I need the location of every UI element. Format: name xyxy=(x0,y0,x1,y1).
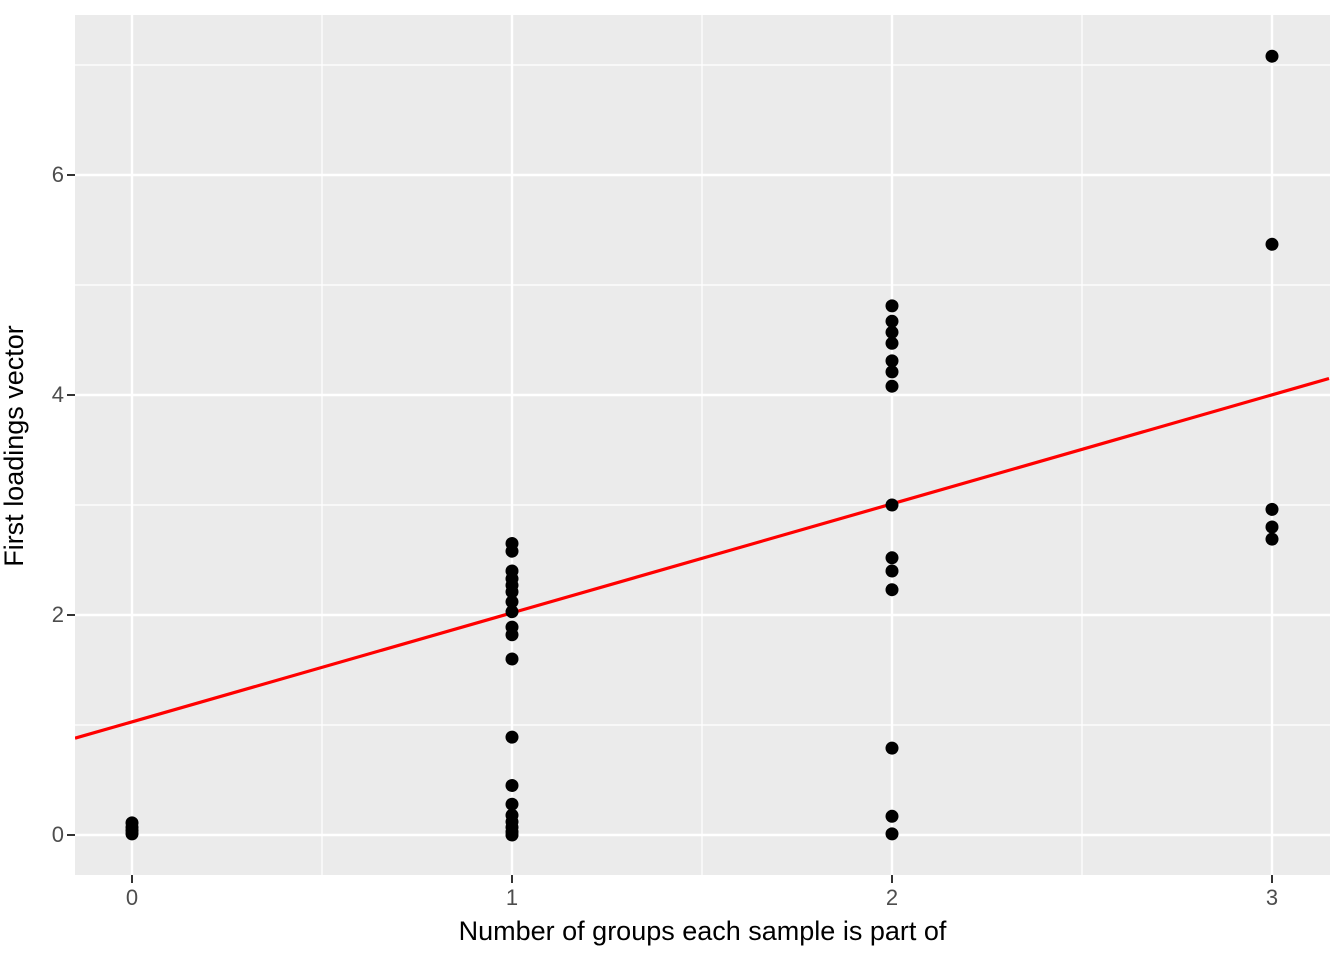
x-tick-label: 2 xyxy=(885,885,899,910)
data-point xyxy=(1265,502,1279,516)
data-point xyxy=(885,379,899,393)
y-tick-mark xyxy=(67,834,75,836)
data-point xyxy=(885,551,899,565)
data-point xyxy=(505,595,519,609)
trend-line xyxy=(75,376,1330,740)
data-point xyxy=(885,827,899,841)
data-point xyxy=(885,741,899,755)
data-point xyxy=(885,336,899,350)
data-point xyxy=(1265,520,1279,534)
data-point xyxy=(885,365,899,379)
data-point xyxy=(885,564,899,578)
y-tick-label: 2 xyxy=(51,602,64,627)
x-axis-title: Number of groups each sample is part of xyxy=(458,916,947,946)
plot-canvas xyxy=(75,15,1330,875)
data-point xyxy=(885,498,899,512)
y-tick-label: 0 xyxy=(51,822,64,847)
data-point xyxy=(505,797,519,811)
data-point xyxy=(885,325,899,339)
data-point xyxy=(505,628,519,642)
y-tick-label: 6 xyxy=(51,162,64,187)
y-axis-title: First loadings vector xyxy=(0,325,29,567)
x-tick-label: 0 xyxy=(125,885,139,910)
x-tick-label: 3 xyxy=(1265,885,1279,910)
y-tick-mark xyxy=(67,614,75,616)
data-point xyxy=(885,299,899,313)
data-point xyxy=(505,779,519,792)
data-point xyxy=(505,605,519,619)
x-tick-mark xyxy=(891,875,893,883)
data-point xyxy=(885,809,899,823)
y-tick-label: 4 xyxy=(51,382,64,407)
x-tick-mark xyxy=(511,875,513,883)
data-point xyxy=(505,828,519,842)
data-point xyxy=(505,730,519,744)
data-point xyxy=(885,354,899,368)
y-tick-mark xyxy=(67,174,75,176)
data-point xyxy=(885,314,899,328)
data-point xyxy=(1265,237,1279,251)
data-point xyxy=(505,652,519,666)
data-point xyxy=(505,544,519,558)
x-tick-label: 1 xyxy=(505,885,519,910)
x-tick-mark xyxy=(1271,875,1273,883)
x-tick-mark xyxy=(131,875,133,883)
data-point xyxy=(1265,49,1279,63)
plot-panel xyxy=(75,15,1330,875)
data-point xyxy=(1265,532,1279,546)
data-point xyxy=(125,827,139,841)
y-tick-mark xyxy=(67,394,75,396)
data-point xyxy=(505,585,519,599)
data-point xyxy=(885,583,899,597)
